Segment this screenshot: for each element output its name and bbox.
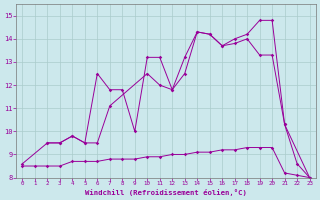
X-axis label: Windchill (Refroidissement éolien,°C): Windchill (Refroidissement éolien,°C) <box>85 189 247 196</box>
